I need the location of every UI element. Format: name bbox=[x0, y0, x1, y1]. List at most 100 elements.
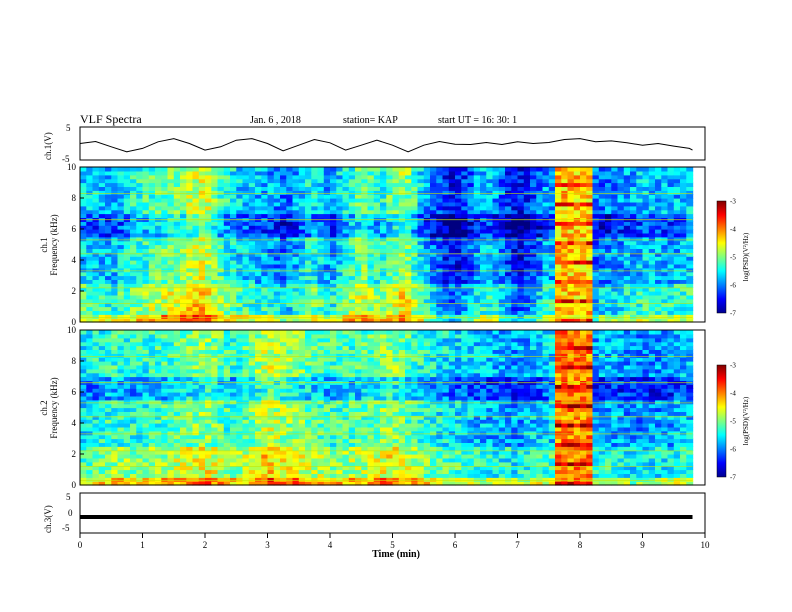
spectrogram-cell bbox=[198, 364, 206, 370]
spectrogram-cell bbox=[617, 182, 625, 187]
spectrogram-cell bbox=[417, 248, 425, 253]
spectrogram-cell bbox=[348, 260, 356, 265]
spectrogram-cell bbox=[142, 236, 150, 242]
spectrogram-cell bbox=[623, 182, 631, 187]
spectrogram-cell bbox=[255, 263, 262, 269]
spectrogram-cell bbox=[217, 283, 225, 288]
spectrogram-cell bbox=[380, 283, 387, 288]
spectrogram-cell bbox=[192, 271, 200, 277]
spectrogram-cell bbox=[92, 294, 100, 300]
spectrogram-cell bbox=[192, 314, 200, 319]
spectrogram-cell bbox=[580, 225, 587, 230]
spectrogram-cell bbox=[223, 426, 231, 432]
spectrogram-cell bbox=[280, 198, 287, 203]
spectrogram-cell bbox=[130, 330, 137, 335]
spectrogram-cell bbox=[611, 294, 619, 300]
spectrogram-cell bbox=[480, 248, 487, 253]
spectrogram-cell bbox=[230, 384, 237, 389]
spectrogram-cell bbox=[455, 248, 462, 253]
spectrogram-cell bbox=[198, 225, 206, 230]
spectrogram-cell bbox=[648, 232, 656, 238]
spectrogram-cell bbox=[642, 205, 650, 211]
spectrogram-cell bbox=[361, 310, 369, 315]
spectrogram-cell bbox=[455, 236, 462, 242]
spectrogram-cell bbox=[155, 477, 162, 482]
spectrogram-cell bbox=[192, 302, 200, 308]
spectrogram-cell bbox=[111, 361, 119, 366]
spectrogram-cell bbox=[230, 423, 237, 428]
spectrogram-cell bbox=[86, 337, 94, 343]
spectrogram-cell bbox=[505, 283, 512, 288]
spectrogram-cell bbox=[386, 252, 394, 257]
spectrogram-cell bbox=[623, 298, 631, 304]
spectrogram-cell bbox=[311, 190, 319, 195]
spectrogram-cell bbox=[630, 232, 637, 238]
spectrogram-cell bbox=[236, 473, 244, 478]
spectrogram-cell bbox=[423, 174, 431, 180]
spectrogram-cell bbox=[398, 256, 406, 261]
spectrogram-cell bbox=[248, 302, 256, 308]
spectrogram-cell bbox=[111, 221, 119, 226]
spectrogram-cell bbox=[130, 190, 137, 195]
spectrogram-cell bbox=[630, 221, 637, 226]
spectrogram-cell bbox=[380, 232, 387, 238]
spectrogram-cell bbox=[273, 167, 281, 172]
spectrogram-cell bbox=[648, 178, 656, 184]
spectrogram-cell bbox=[436, 279, 444, 284]
spectrogram-cell bbox=[123, 423, 131, 428]
spectrogram-cell bbox=[192, 376, 200, 381]
spectrogram-cell bbox=[461, 229, 469, 234]
spectrogram-cell bbox=[273, 209, 281, 215]
spectrogram-cell bbox=[367, 244, 375, 249]
spectrogram-cell bbox=[430, 174, 437, 180]
spectrogram-cell bbox=[311, 167, 319, 172]
spectrogram-cell bbox=[311, 170, 319, 176]
spectrogram-cell bbox=[555, 318, 562, 323]
spectrogram-cell bbox=[80, 442, 87, 447]
spectrogram-cell bbox=[217, 271, 225, 277]
spectrogram-cell bbox=[417, 263, 425, 269]
spectrogram-cell bbox=[398, 186, 406, 191]
spectrogram-cell bbox=[398, 283, 406, 288]
spectrogram-cell bbox=[473, 306, 481, 311]
ch1-ytick-label: 0 bbox=[72, 317, 77, 327]
spectrogram-cell bbox=[617, 287, 625, 292]
spectrogram-cell bbox=[205, 279, 212, 284]
spectrogram-cell bbox=[630, 213, 637, 218]
spectrogram-cell bbox=[405, 190, 412, 195]
spectrogram-cell bbox=[667, 260, 675, 265]
spectrogram-cell bbox=[448, 302, 456, 308]
spectrogram-cell bbox=[173, 283, 181, 288]
spectrogram-cell bbox=[423, 198, 431, 203]
spectrogram-cell bbox=[323, 190, 331, 195]
spectrogram-cell bbox=[548, 260, 556, 265]
spectrogram-cell bbox=[548, 190, 556, 195]
spectrogram-cell bbox=[567, 170, 575, 176]
spectrogram-cell bbox=[398, 240, 406, 246]
spectrogram-cell bbox=[623, 306, 631, 311]
spectrogram-cell bbox=[86, 221, 94, 226]
spectrogram-cell bbox=[198, 457, 206, 463]
spectrogram-cell bbox=[198, 279, 206, 284]
spectrogram-cell bbox=[386, 174, 394, 180]
spectrogram-cell bbox=[230, 167, 237, 172]
spectrogram-cell bbox=[80, 190, 87, 195]
spectrogram-cell bbox=[386, 194, 394, 199]
spectrogram-cell bbox=[323, 244, 331, 249]
spectrogram-cell bbox=[80, 186, 87, 191]
spectrogram-cell bbox=[273, 229, 281, 234]
spectrogram-cell bbox=[686, 186, 694, 191]
spectrogram-cell bbox=[273, 244, 281, 249]
spectrogram-cell bbox=[98, 221, 106, 226]
spectrogram-cell bbox=[105, 357, 112, 362]
spectrogram-cell bbox=[180, 275, 187, 280]
spectrogram-cell bbox=[280, 167, 287, 172]
spectrogram-cell bbox=[498, 248, 506, 253]
spectrogram-cell bbox=[92, 240, 100, 246]
spectrogram-cell bbox=[217, 419, 225, 424]
spectrogram-cell bbox=[261, 221, 269, 226]
spectrogram-cell bbox=[92, 209, 100, 215]
spectrogram-cell bbox=[111, 353, 119, 358]
spectrogram-cell bbox=[336, 294, 344, 300]
spectrogram-cell bbox=[448, 205, 456, 211]
